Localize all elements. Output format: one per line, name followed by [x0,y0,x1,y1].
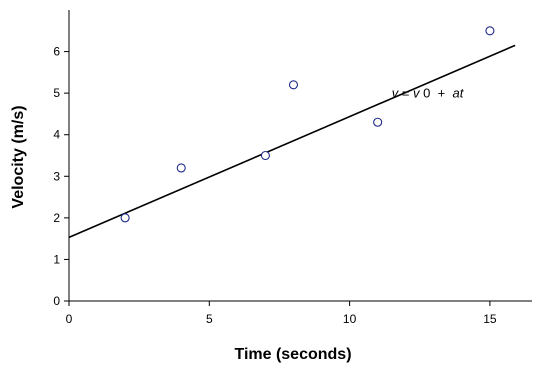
eq-plus: + [434,85,449,100]
data-point [373,117,383,127]
axes [68,10,532,302]
data-point [485,26,495,36]
eq-equals: = [402,85,410,100]
x-axis-title: Time (seconds) [234,346,351,363]
eq-zero: 0 [423,85,430,100]
x-tick-label: 5 [206,312,213,326]
y-tick-label: 2 [53,211,60,225]
y-axis-title: Velocity (m/s) [10,105,27,208]
eq-v: v [392,85,400,100]
tick-marks: 0 5 10 15 0 1 2 3 4 5 6 [53,45,497,326]
data-point [260,150,270,161]
x-tick-label: 10 [343,312,357,326]
data-points [120,26,495,223]
data-point [176,163,186,173]
y-tick-label: 5 [53,86,60,100]
x-tick-label: 0 [66,312,73,326]
eq-v0: v [413,85,421,100]
y-tick-label: 3 [53,169,60,183]
y-tick-label: 4 [53,128,60,142]
y-tick-label: 6 [53,45,60,59]
fit-line-group [68,44,516,239]
equation-annotation: v = v 0 + at [392,85,465,100]
data-point [288,80,299,90]
eq-at: at [452,85,464,100]
y-tick-label: 0 [53,294,60,308]
data-point [120,213,130,223]
y-tick-label: 1 [53,252,60,266]
x-tick-label: 15 [483,312,497,326]
fit-line [68,44,516,239]
